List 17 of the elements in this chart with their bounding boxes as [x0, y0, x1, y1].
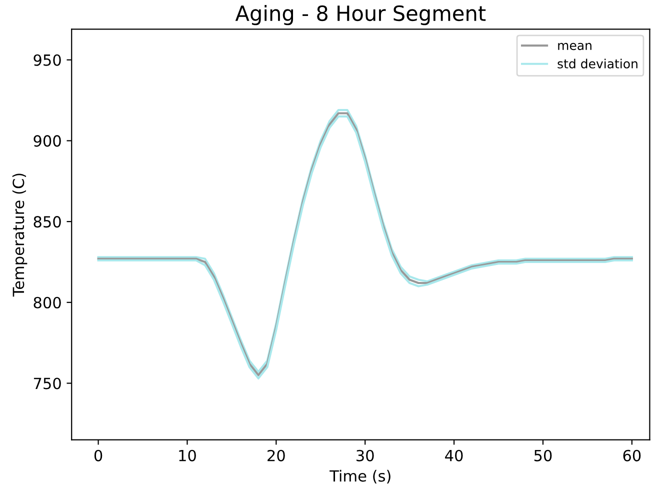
- x-tick-label: 10: [179, 450, 196, 462]
- y-tick-label: 850: [34, 216, 61, 228]
- chart-title: Aging - 8 Hour Segment: [235, 4, 486, 26]
- x-tick-label: 20: [268, 450, 285, 462]
- y-tick-label: 800: [34, 296, 61, 308]
- x-axis-title: Time (s): [330, 470, 390, 484]
- legend-label: std deviation: [558, 58, 638, 68]
- y-tick-label: 900: [34, 135, 61, 147]
- y-tick-label: 950: [34, 54, 61, 66]
- x-tick-label: 50: [534, 450, 552, 462]
- x-tick-label: 0: [94, 450, 102, 462]
- x-tick-label: 40: [445, 450, 463, 462]
- y-axis-title: Temperature (C): [12, 174, 28, 297]
- x-tick-label: 60: [623, 450, 641, 462]
- y-tick-label: 750: [34, 378, 61, 390]
- legend-label: mean: [558, 42, 592, 50]
- x-tick-label: 30: [356, 450, 374, 462]
